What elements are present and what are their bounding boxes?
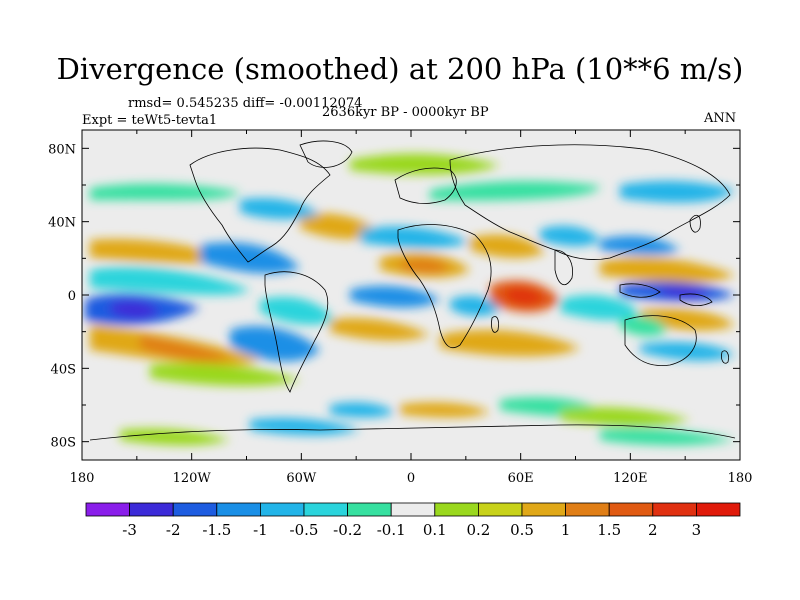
colorbar-box [172, 502, 218, 517]
colorbar-label: 1.5 [597, 521, 621, 539]
lon-label: 120W [173, 471, 212, 486]
colorbar-box [434, 502, 479, 517]
period-label: 2636kyr BP - 0000kyr BP [322, 105, 489, 120]
field-blob [250, 418, 360, 436]
colorbar-label: -1.5 [202, 521, 231, 539]
field-blob [600, 428, 735, 446]
colorbar-label: -0.2 [333, 521, 362, 539]
divergence-field [82, 130, 740, 460]
field-blob [560, 295, 640, 320]
colorbar-box [521, 502, 566, 517]
colorbar-label: 3 [692, 521, 702, 539]
colorbar-label: 0.2 [466, 521, 490, 539]
madagascar-outline [491, 316, 499, 333]
colorbar-label: -0.1 [377, 521, 406, 539]
coastlines [89, 140, 736, 441]
new-zealand-outline [721, 350, 729, 364]
field-blob [240, 198, 320, 220]
field-blob [640, 308, 735, 331]
colorbar-label: -0.5 [290, 521, 319, 539]
africa-outline [397, 224, 492, 349]
axis-ticks [81, 130, 741, 460]
india-outline [554, 249, 573, 286]
field-blob [150, 363, 300, 386]
lon-label: 60E [508, 471, 534, 486]
australia-outline [624, 315, 697, 367]
field-blob [330, 318, 430, 341]
japan-outline [689, 214, 701, 233]
colorbar-label: -2 [166, 521, 181, 539]
map-title: Divergence (smoothed) at 200 hPa (10**6 … [56, 52, 744, 86]
colorbar-box [129, 502, 174, 517]
colorbar-label: 1 [561, 521, 571, 539]
greenland-outline [299, 140, 353, 168]
lon-label: 0 [407, 471, 415, 486]
field-blob [90, 266, 250, 295]
new-guinea-outline [679, 293, 713, 306]
field-blob [140, 335, 230, 361]
field-blob [430, 181, 600, 201]
colorbar-box [347, 502, 392, 517]
lat-label: 0 [68, 289, 76, 304]
field-blob [450, 295, 500, 316]
lat-label: 80N [48, 142, 76, 157]
colorbar-box [216, 502, 261, 517]
field-blob [560, 407, 690, 427]
lat-label: 80S [51, 436, 76, 451]
field-blob [230, 326, 320, 362]
experiment-label: Expt = teWt5-tevta1 [82, 113, 218, 128]
field-blob [120, 428, 230, 446]
rmsd-diff-stats: rmsd= 0.545235 diff= -0.00112074 [128, 96, 363, 111]
field-blob [260, 296, 335, 325]
field-blob [360, 226, 470, 249]
antarctica-outline [89, 424, 736, 441]
field-blob [350, 153, 500, 175]
colorbar-box [477, 502, 523, 517]
longitude-labels: 180 120W 60W 0 60E 120E 180 [70, 471, 753, 486]
maritime-continent-outline [619, 283, 661, 298]
colorbar-label: -1 [253, 521, 268, 539]
field-blob [600, 257, 735, 283]
field-blob [540, 225, 600, 247]
field-blob [620, 180, 735, 203]
colorbar-label: 0.5 [510, 521, 534, 539]
field-blob [400, 402, 490, 418]
field-blob [200, 242, 300, 274]
colorbar-label: 0.1 [423, 521, 447, 539]
lon-label: 120E [613, 471, 647, 486]
colorbar [85, 502, 741, 517]
lat-label: 40N [48, 216, 76, 231]
colorbar-box [303, 502, 348, 517]
field-blob [110, 300, 160, 319]
colorbar-box [696, 502, 741, 517]
asia-outline [449, 144, 731, 260]
field-blob [640, 341, 735, 361]
lat-label: 40S [51, 362, 76, 377]
field-blob [350, 285, 440, 308]
colorbar-label: 2 [648, 521, 658, 539]
latitude-labels: 80N 40N 0 40S 80S [48, 142, 76, 450]
field-blob [440, 329, 580, 357]
colorbar-labels: -3 -2 -1.5 -1 -0.5 -0.2 -0.1 0.1 0.2 0.5 1 1.5 2 3 [122, 521, 701, 539]
field-blob [330, 402, 395, 418]
field-blob [470, 234, 545, 258]
lon-label: 180 [728, 471, 753, 486]
colorbar-box [390, 502, 436, 517]
field-blob [505, 287, 545, 305]
colorbar-box [652, 502, 697, 517]
south-america-outline [264, 271, 329, 393]
field-blob [620, 316, 668, 336]
field-blob [600, 235, 680, 255]
colorbar-box [85, 502, 130, 517]
colorbar-box [565, 502, 610, 517]
lon-label: 180 [70, 471, 95, 486]
colorbar-box [259, 502, 305, 517]
colorbar-box [608, 502, 654, 517]
colorbar-label: -3 [122, 521, 137, 539]
north-america-outline [189, 147, 331, 263]
season-label: ANN [704, 111, 737, 126]
lon-label: 60W [286, 471, 317, 486]
